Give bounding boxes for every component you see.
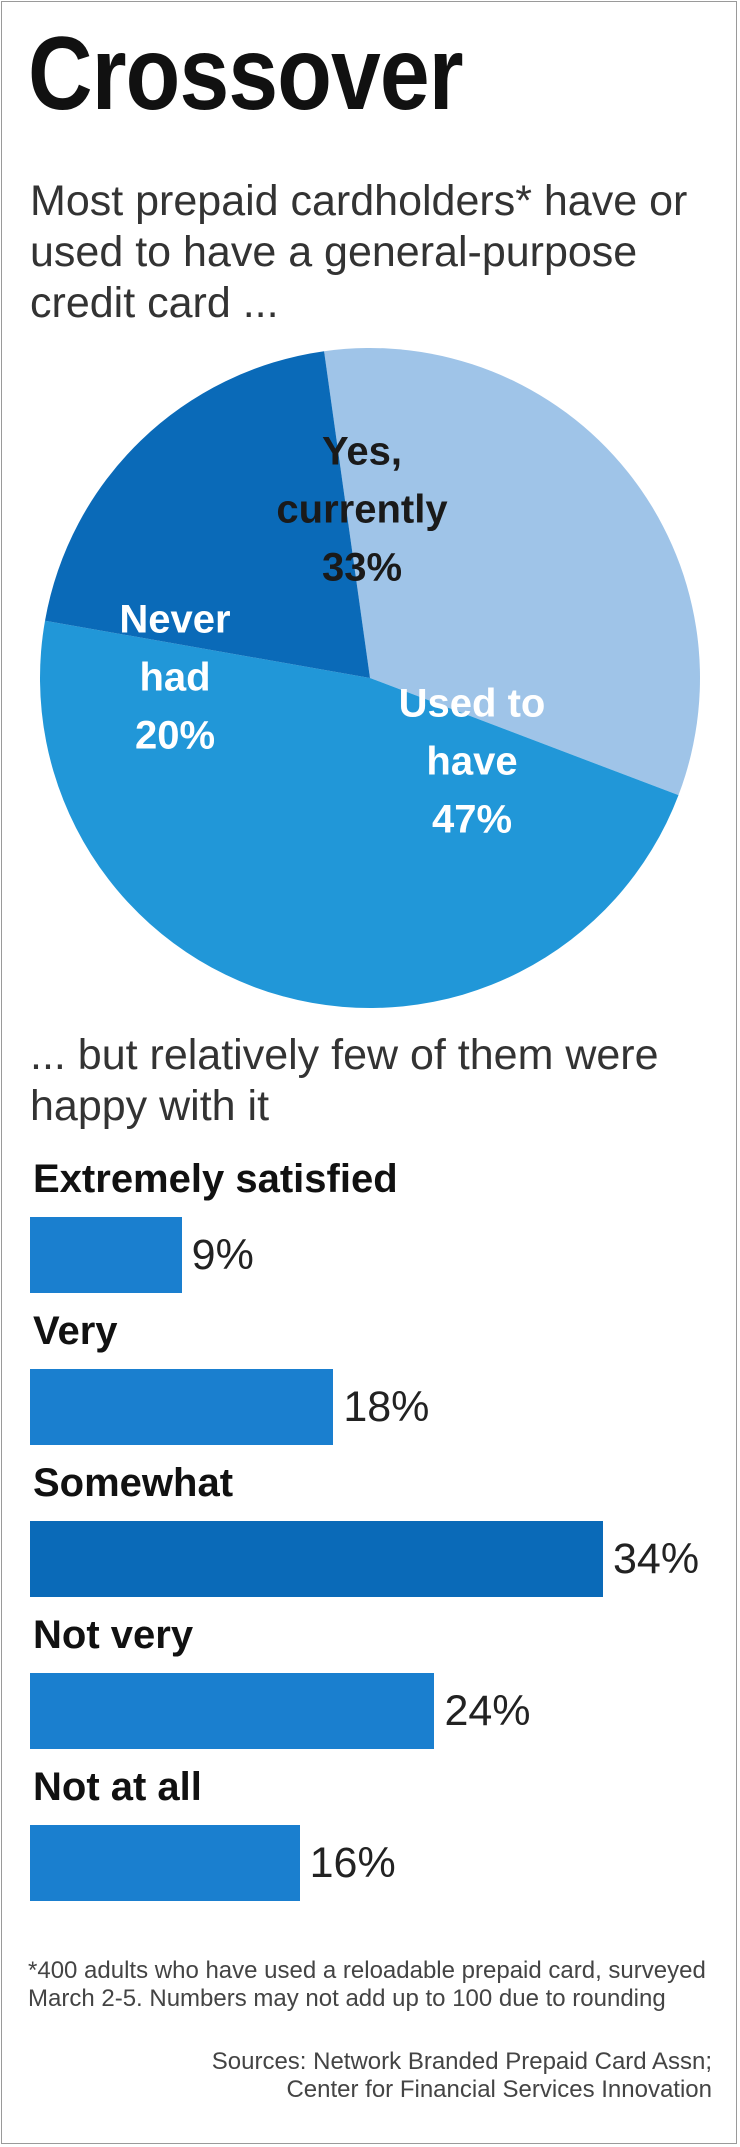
bar-row: Extremely satisfied 9%: [30, 1155, 730, 1307]
bar: [30, 1521, 603, 1597]
pie-slice-2: [45, 351, 371, 678]
bar: [30, 1825, 300, 1901]
bar-category-label: Extremely satisfied: [33, 1157, 398, 1201]
pie-chart: Yes, currently 33% Used to have 47% Never had 20…: [39, 348, 700, 1008]
bar-row: Not at all 16%: [30, 1763, 730, 1915]
bar-value-label: 18%: [343, 1383, 430, 1431]
bar-category-label: Not at all: [33, 1765, 202, 1809]
pie-slice-1: [39, 620, 679, 1008]
pie-slice-0: [324, 348, 700, 796]
pie-category-label-2: Never: [119, 598, 230, 642]
pie-category-label-0: currently: [276, 488, 448, 532]
pie-subtitle: Most prepaid cardholders* have or used t…: [30, 177, 688, 327]
pie-category-label-0: Yes,: [322, 430, 402, 474]
pie-category-label-1: have: [426, 740, 517, 784]
chart-title: Crossover: [28, 16, 464, 132]
bar-row: Somewhat 34%: [30, 1459, 730, 1611]
pie-labels: Yes, currently 33% Used to have 47% Never had 20…: [119, 430, 545, 842]
bar-value-label: 16%: [309, 1839, 396, 1887]
bar-category-label: Very: [33, 1309, 118, 1353]
pie-value-label-1: 47%: [432, 798, 512, 842]
bar-subtitle: ... but relatively few of them were happ…: [30, 1031, 659, 1130]
bar-row: Very 18%: [30, 1307, 730, 1459]
bar-value-label: 24%: [444, 1687, 531, 1735]
pie-category-label-1: Used to: [399, 682, 546, 726]
pie-value-label-0: 33%: [322, 546, 402, 590]
bar-value-label: 34%: [613, 1535, 700, 1583]
pie-slices: [39, 348, 700, 1008]
bar-category-label: Not very: [33, 1613, 194, 1657]
bar-value-label: 9%: [191, 1231, 254, 1279]
pie-value-label-2: 20%: [135, 714, 215, 758]
sources-line-2: Center for Financial Services Innovation: [286, 2076, 712, 2103]
pie-category-label-2: had: [139, 656, 210, 700]
bar: [30, 1369, 334, 1445]
bar-chart: Extremely satisfied 9% Very 18% Somewhat 34% N…: [30, 1155, 730, 1915]
bar: [30, 1673, 435, 1749]
bar-category-label: Somewhat: [33, 1461, 234, 1505]
bar-row: Not very 24%: [30, 1611, 730, 1763]
bar: [30, 1217, 182, 1293]
sources-line-1: Sources: Network Branded Prepaid Card As…: [211, 2048, 712, 2075]
footnote: *400 adults who have used a reloadable p…: [28, 1957, 706, 2012]
sources: Sources: Network Branded Prepaid Card As…: [212, 2048, 712, 2104]
